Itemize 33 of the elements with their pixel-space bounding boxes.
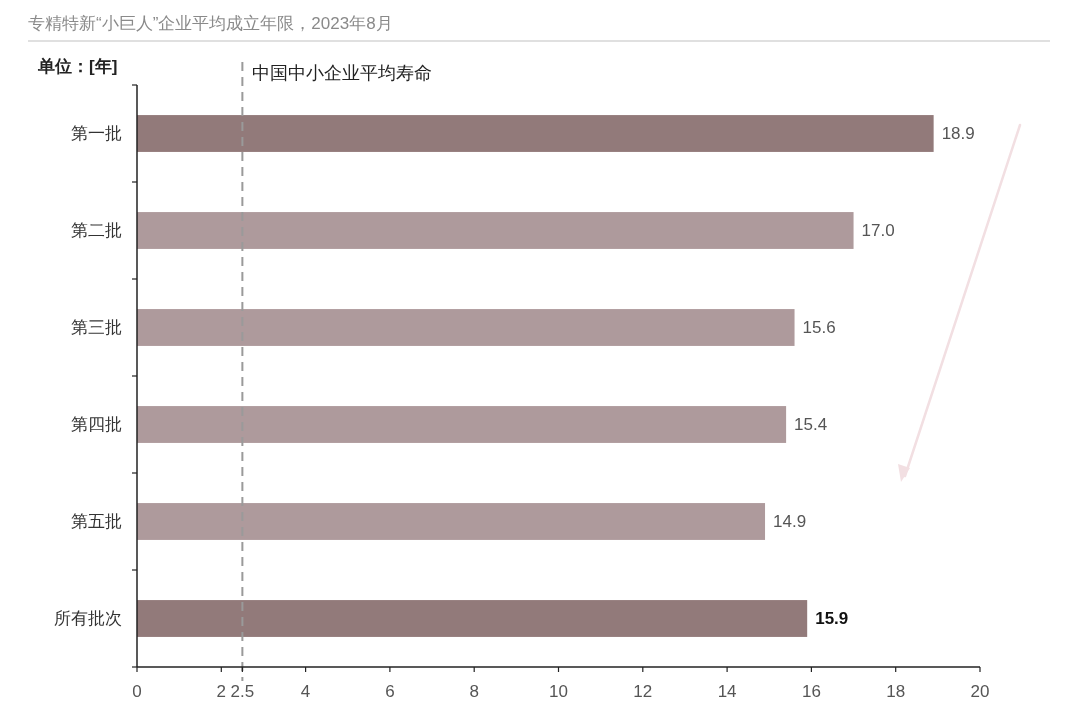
chart-title: 专精特新“小巨人”企业平均成立年限，2023年8月 [28, 14, 393, 33]
y-tick-label: 第三批 [71, 318, 122, 337]
y-tick-label: 第一批 [71, 124, 122, 143]
bar [137, 115, 934, 152]
data-label: 15.4 [794, 415, 828, 434]
x-tick-label: 0 [132, 682, 142, 701]
x-tick-label: 16 [801, 682, 821, 701]
x-tick-label: 4 [300, 682, 311, 701]
bar [137, 309, 795, 346]
x-tick-label: 8 [469, 682, 479, 701]
x-tick-label: 6 [385, 682, 395, 701]
data-label: 15.6 [802, 318, 836, 337]
x-tick-label: 2 [216, 682, 227, 701]
bar [137, 406, 787, 443]
y-tick-label: 所有批次 [54, 609, 122, 628]
bar [137, 212, 854, 249]
data-label: 14.9 [773, 512, 807, 531]
x-axis-title: 单位：[年] [37, 57, 118, 76]
x-tick-label: 12 [633, 682, 653, 701]
x-tick-label: 14 [717, 682, 737, 701]
x-tick-label: 20 [970, 682, 990, 701]
bar [137, 600, 808, 637]
y-tick-label: 第四批 [71, 415, 122, 434]
x-tick-label: 2.5 [230, 682, 255, 701]
data-label: 15.9 [815, 609, 849, 628]
x-tick-label: 10 [549, 682, 568, 701]
data-label: 17.0 [861, 221, 895, 240]
x-tick-label: 18 [886, 682, 906, 701]
ref-line-label: 中国中小企业平均寿命 [252, 63, 433, 83]
y-tick-label: 第二批 [71, 221, 122, 240]
data-label: 18.9 [941, 124, 975, 143]
y-tick-label: 第五批 [71, 512, 122, 531]
bar [137, 503, 766, 540]
